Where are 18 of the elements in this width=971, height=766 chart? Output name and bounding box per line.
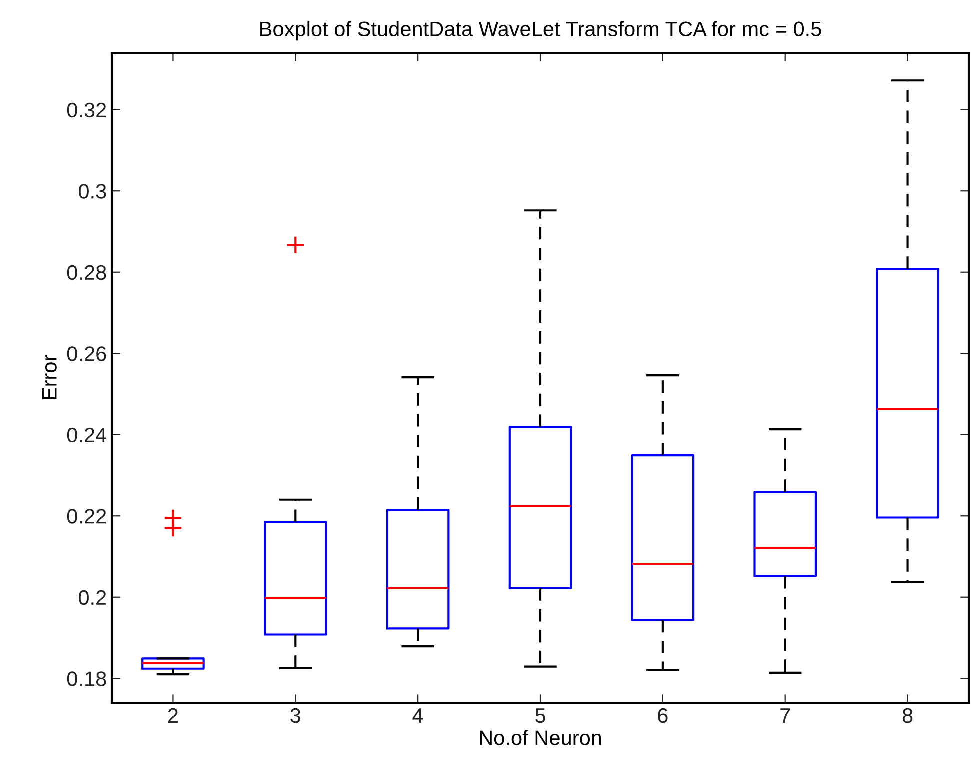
y-tick-label: 0.26 (67, 346, 106, 362)
x-tick-label: 6 (658, 708, 668, 724)
y-tick-label: 0.28 (67, 265, 106, 280)
y-tick-label: 0.32 (67, 102, 106, 118)
x-tick-label: 5 (536, 708, 546, 724)
y-axis-title: Error (42, 355, 57, 400)
x-tick-label: 4 (412, 708, 424, 723)
chart-title: Boxplot of StudentData WaveLet Transform TCA for mc = 0.5 (260, 21, 822, 41)
x-tick-label: 3 (290, 708, 301, 724)
y-tick-label: 0.2 (78, 590, 106, 606)
y-tick-label: 0.18 (67, 672, 106, 686)
x-tick-label: 7 (780, 708, 790, 723)
y-tick-label: 0.22 (67, 509, 106, 524)
x-tick-label: 2 (168, 708, 178, 723)
y-tick-label: 0.24 (67, 428, 107, 443)
y-tick-label: 0.3 (78, 184, 106, 199)
x-tick-label: 8 (902, 708, 913, 724)
x-axis-title: No.of Neuron (480, 730, 602, 746)
